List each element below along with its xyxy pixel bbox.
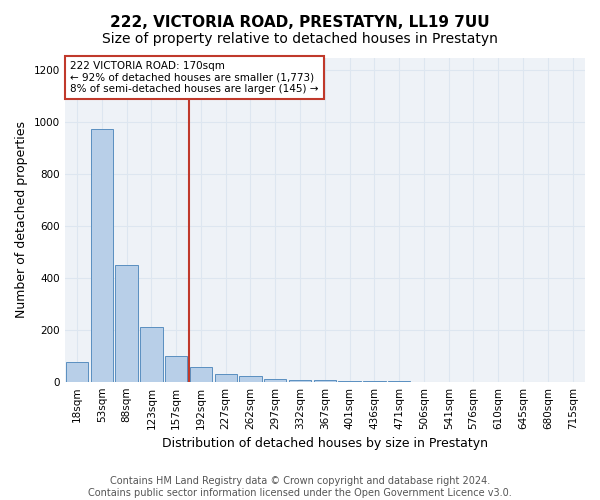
Text: 222 VICTORIA ROAD: 170sqm
← 92% of detached houses are smaller (1,773)
8% of sem: 222 VICTORIA ROAD: 170sqm ← 92% of detac… bbox=[70, 60, 319, 94]
Bar bbox=[338, 381, 361, 382]
Text: 222, VICTORIA ROAD, PRESTATYN, LL19 7UU: 222, VICTORIA ROAD, PRESTATYN, LL19 7UU bbox=[110, 15, 490, 30]
Bar bbox=[314, 380, 336, 382]
Bar bbox=[264, 379, 286, 382]
Bar bbox=[115, 265, 138, 382]
Bar bbox=[66, 362, 88, 382]
Text: Contains HM Land Registry data © Crown copyright and database right 2024.
Contai: Contains HM Land Registry data © Crown c… bbox=[88, 476, 512, 498]
Bar bbox=[239, 376, 262, 382]
Bar bbox=[190, 368, 212, 382]
X-axis label: Distribution of detached houses by size in Prestatyn: Distribution of detached houses by size … bbox=[162, 437, 488, 450]
Bar bbox=[140, 327, 163, 382]
Bar bbox=[289, 380, 311, 382]
Bar bbox=[215, 374, 237, 382]
Bar bbox=[91, 129, 113, 382]
Bar bbox=[165, 356, 187, 382]
Text: Size of property relative to detached houses in Prestatyn: Size of property relative to detached ho… bbox=[102, 32, 498, 46]
Y-axis label: Number of detached properties: Number of detached properties bbox=[15, 121, 28, 318]
